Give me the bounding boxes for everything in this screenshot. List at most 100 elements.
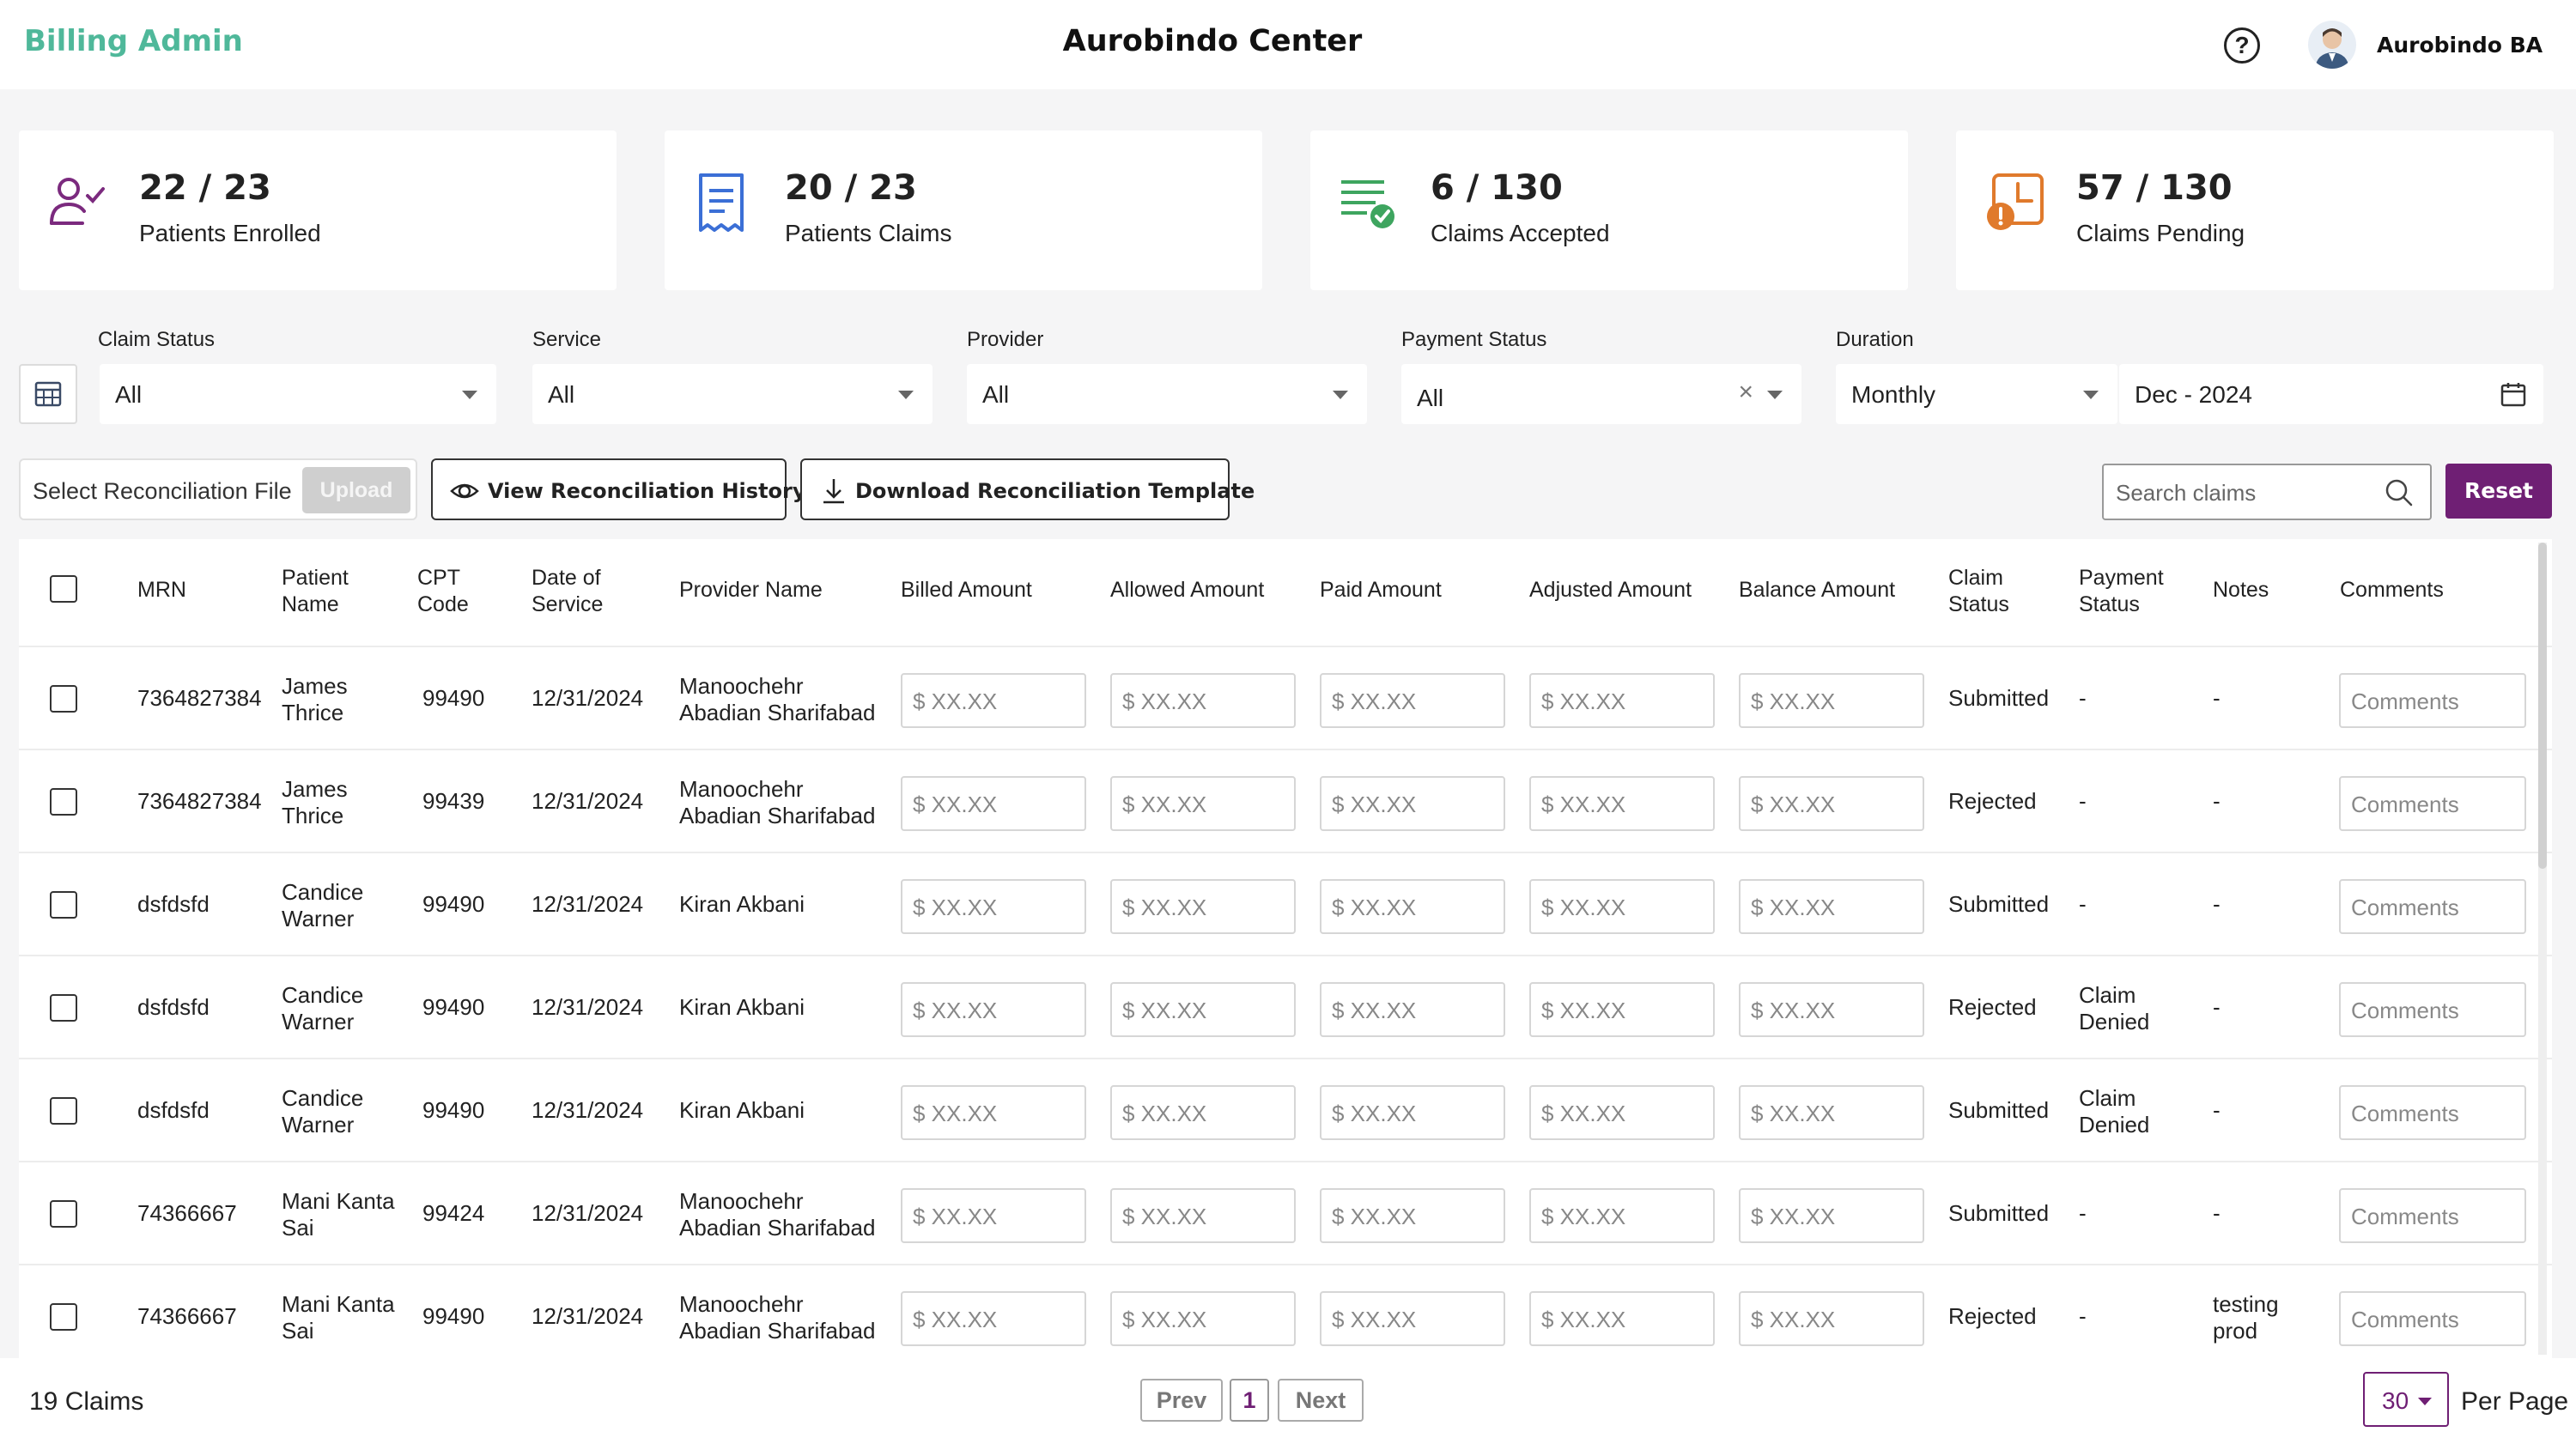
allowed-amount-input[interactable]: $ XX.XX: [1110, 673, 1296, 728]
calendar-grid-button[interactable]: [19, 364, 77, 424]
paid-amount-input[interactable]: $ XX.XX: [1320, 879, 1505, 934]
row-checkbox[interactable]: [50, 1097, 77, 1125]
download-template-button[interactable]: Download Reconciliation Template: [800, 458, 1255, 520]
allowed-amount-input[interactable]: $ XX.XX: [1110, 776, 1296, 831]
balance-amount-input[interactable]: $ XX.XX: [1739, 1291, 1924, 1346]
allowed-amount-input[interactable]: $ XX.XX: [1110, 1085, 1296, 1140]
adjusted-amount-input[interactable]: $ XX.XX: [1529, 982, 1715, 1037]
billed-amount-input[interactable]: $ XX.XX: [901, 879, 1086, 934]
header-provider-name[interactable]: Provider Name: [679, 578, 823, 602]
row-checkbox[interactable]: [50, 1200, 77, 1228]
header-date-of-service[interactable]: Date of Service: [532, 566, 604, 616]
adjusted-amount-input[interactable]: $ XX.XX: [1529, 1188, 1715, 1243]
duration-value: Monthly: [1851, 381, 1936, 408]
balance-amount-input[interactable]: $ XX.XX: [1739, 776, 1924, 831]
stat-value: 6 / 130: [1431, 168, 1563, 208]
row-checkbox[interactable]: [50, 1303, 77, 1331]
search-input[interactable]: [2116, 477, 2373, 508]
row-checkbox[interactable]: [50, 994, 77, 1022]
brand-title[interactable]: Billing Admin: [24, 24, 243, 58]
paid-amount-input[interactable]: $ XX.XX: [1320, 673, 1505, 728]
cell-provider-name: Manoochehr Abadian Sharifabad: [679, 776, 875, 829]
select-file-label[interactable]: Select Reconciliation File: [33, 478, 292, 504]
per-page-select[interactable]: 30: [2363, 1372, 2449, 1427]
allowed-amount-input[interactable]: $ XX.XX: [1110, 879, 1296, 934]
comments-input[interactable]: Comments: [2339, 879, 2526, 934]
header-cpt-code[interactable]: CPT Code: [417, 566, 469, 616]
table-row: dsfdsfd Candice Warner 99490 12/31/2024 Kiran…: [19, 955, 2552, 1058]
avatar[interactable]: [2308, 21, 2356, 69]
claim-status-select[interactable]: All: [100, 364, 496, 424]
header-mrn[interactable]: MRN: [137, 578, 186, 602]
prev-page-button[interactable]: Prev: [1140, 1379, 1223, 1422]
payment-status-select[interactable]: All ×: [1401, 364, 1801, 424]
adjusted-amount-input[interactable]: $ XX.XX: [1529, 1291, 1715, 1346]
month-picker[interactable]: Dec - 2024: [2119, 364, 2543, 424]
scrollbar-thumb[interactable]: [2538, 543, 2547, 869]
allowed-amount-input[interactable]: $ XX.XX: [1110, 1291, 1296, 1346]
paid-amount-input[interactable]: $ XX.XX: [1320, 1085, 1505, 1140]
comments-input[interactable]: Comments: [2339, 673, 2526, 728]
balance-amount-input[interactable]: $ XX.XX: [1739, 1188, 1924, 1243]
search-claims[interactable]: [2102, 464, 2432, 520]
cell-payment-status-line: -: [2079, 1200, 2087, 1226]
current-page-button[interactable]: 1: [1230, 1379, 1269, 1422]
search-icon[interactable]: [2384, 477, 2415, 508]
row-checkbox[interactable]: [50, 788, 77, 816]
adjusted-amount-input[interactable]: $ XX.XX: [1529, 1085, 1715, 1140]
reset-button[interactable]: Reset: [2445, 464, 2552, 519]
comments-input[interactable]: Comments: [2339, 1291, 2526, 1346]
adjusted-amount-input[interactable]: $ XX.XX: [1529, 776, 1715, 831]
header-comments[interactable]: Comments: [2340, 578, 2444, 602]
upload-button[interactable]: Upload: [302, 467, 410, 513]
balance-amount-input[interactable]: $ XX.XX: [1739, 982, 1924, 1037]
user-name[interactable]: Aurobindo BA: [2377, 33, 2543, 58]
billed-amount-input[interactable]: $ XX.XX: [901, 673, 1086, 728]
billed-amount-input[interactable]: $ XX.XX: [901, 1188, 1086, 1243]
header-patient-name[interactable]: Patient Name: [282, 566, 349, 616]
cell-payment-status-line: -: [2079, 685, 2087, 711]
adjusted-amount-input[interactable]: $ XX.XX: [1529, 673, 1715, 728]
adjusted-amount-input[interactable]: $ XX.XX: [1529, 879, 1715, 934]
service-select[interactable]: All: [532, 364, 933, 424]
row-checkbox[interactable]: [50, 685, 77, 713]
table-scrollbar[interactable]: [2538, 543, 2547, 1355]
calendar-icon[interactable]: [2500, 381, 2526, 407]
header-balance-amount[interactable]: Balance Amount: [1739, 578, 1896, 602]
header-adjusted-amount[interactable]: Adjusted Amount: [1529, 578, 1692, 602]
header-payment-status[interactable]: Payment Status: [2079, 566, 2164, 616]
comments-input[interactable]: Comments: [2339, 1085, 2526, 1140]
billed-amount-input[interactable]: $ XX.XX: [901, 1085, 1086, 1140]
billed-amount-input[interactable]: $ XX.XX: [901, 776, 1086, 831]
balance-amount-input[interactable]: $ XX.XX: [1739, 1085, 1924, 1140]
view-history-button[interactable]: View Reconciliation History: [431, 458, 806, 520]
reconciliation-file-picker[interactable]: Select Reconciliation File Upload: [19, 458, 417, 520]
header-notes[interactable]: Notes: [2213, 578, 2269, 602]
comments-input[interactable]: Comments: [2339, 776, 2526, 831]
clear-icon[interactable]: ×: [1738, 378, 1753, 406]
paid-amount-input[interactable]: $ XX.XX: [1320, 776, 1505, 831]
paid-amount-input[interactable]: $ XX.XX: [1320, 1291, 1505, 1346]
header-billed-amount[interactable]: Billed Amount: [901, 578, 1032, 602]
balance-amount-input[interactable]: $ XX.XX: [1739, 879, 1924, 934]
header-claim-status[interactable]: Claim Status: [1948, 566, 2009, 616]
balance-amount-input[interactable]: $ XX.XX: [1739, 673, 1924, 728]
header-paid-amount[interactable]: Paid Amount: [1320, 578, 1442, 602]
help-icon[interactable]: ?: [2224, 27, 2260, 64]
paid-amount-input[interactable]: $ XX.XX: [1320, 1188, 1505, 1243]
billed-amount-input[interactable]: $ XX.XX: [901, 982, 1086, 1037]
billed-amount-input[interactable]: $ XX.XX: [901, 1291, 1086, 1346]
row-checkbox[interactable]: [50, 891, 77, 919]
duration-select[interactable]: Monthly: [1836, 364, 2117, 424]
cell-provider-name-line: Kiran Akbani: [679, 891, 805, 917]
allowed-amount-input[interactable]: $ XX.XX: [1110, 1188, 1296, 1243]
comments-input[interactable]: Comments: [2339, 982, 2526, 1037]
allowed-amount-input[interactable]: $ XX.XX: [1110, 982, 1296, 1037]
cell-claim-status: Submitted: [1948, 891, 2050, 917]
next-page-button[interactable]: Next: [1278, 1379, 1364, 1422]
select-all-checkbox[interactable]: [50, 575, 77, 603]
provider-select[interactable]: All: [967, 364, 1367, 424]
header-allowed-amount[interactable]: Allowed Amount: [1110, 578, 1265, 602]
paid-amount-input[interactable]: $ XX.XX: [1320, 982, 1505, 1037]
comments-input[interactable]: Comments: [2339, 1188, 2526, 1243]
